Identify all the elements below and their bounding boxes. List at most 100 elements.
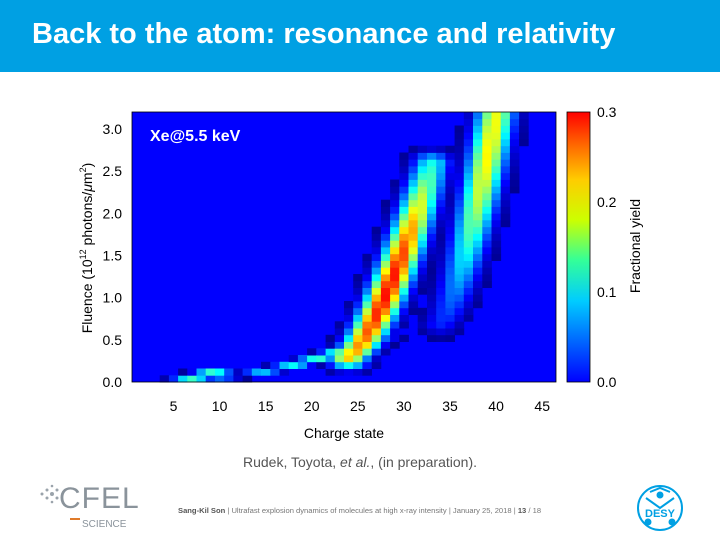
heatmap-cell: [482, 213, 492, 221]
heatmap-cell: [436, 260, 446, 268]
heatmap-cell: [482, 118, 492, 126]
heatmap-cell: [436, 172, 446, 180]
heatmap-cell: [399, 240, 409, 248]
heatmap-cell: [380, 348, 391, 356]
heatmap-cell: [436, 314, 446, 322]
heatmap-cell: [445, 179, 455, 187]
heatmap-cell: [436, 233, 446, 241]
heatmap-cell: [445, 213, 455, 221]
heatmap-cell: [380, 267, 391, 275]
heatmap-cell: [390, 267, 400, 275]
heatmap-cell: [445, 145, 455, 153]
heatmap-cell: [491, 186, 502, 194]
heatmap-cell: [509, 159, 520, 167]
heatmap-cell: [436, 294, 446, 302]
heatmap-cell: [454, 321, 465, 329]
heatmap-cell: [427, 193, 437, 201]
heatmap-cell: [390, 206, 400, 214]
heatmap-cell: [390, 307, 400, 315]
heatmap-cell: [353, 307, 363, 315]
heatmap-cell: [482, 159, 492, 167]
heatmap-cell: [491, 199, 502, 207]
heatmap-cell: [408, 280, 419, 288]
heatmap-cell: [445, 220, 455, 228]
heatmap-cell: [463, 233, 474, 241]
heatmap-cell: [454, 220, 465, 228]
heatmap-cell: [454, 166, 465, 174]
title-bar: Back to the atom: resonance and relativi…: [0, 0, 720, 72]
heatmap-cell: [390, 247, 400, 255]
heatmap-cell: [500, 199, 511, 207]
heatmap-cell: [380, 301, 391, 309]
heatmap-cell: [417, 226, 428, 234]
heatmap-cell: [473, 186, 483, 194]
heatmap-cell: [463, 125, 474, 133]
heatmap-cell: [334, 334, 345, 342]
heatmap-cell: [417, 233, 428, 241]
heatmap-cell: [436, 206, 446, 214]
heatmap-cell: [445, 159, 455, 167]
heatmap-cell: [353, 287, 363, 295]
heatmap-cell: [473, 132, 483, 140]
heatmap-cell: [519, 139, 529, 147]
heatmap-cell: [371, 267, 382, 275]
heatmap-cell: [408, 274, 419, 282]
y-tick-label: 0.0: [103, 374, 123, 390]
heatmap-cell: [427, 267, 437, 275]
cfel-logo: CFEL SCIENCE: [36, 480, 146, 530]
heatmap-cell: [371, 240, 382, 248]
heatmap-cell: [463, 226, 474, 234]
heatmap-cell: [491, 233, 502, 241]
heatmap-cell: [482, 240, 492, 248]
heatmap-cell: [463, 280, 474, 288]
heatmap-cell: [205, 375, 216, 383]
heatmap-cell: [519, 125, 529, 133]
heatmap-cell: [390, 294, 400, 302]
heatmap-cell: [445, 233, 455, 241]
heatmap-cell: [482, 220, 492, 228]
heatmap-cell: [427, 247, 437, 255]
heatmap-cell: [473, 172, 483, 180]
heatmap-cell: [380, 213, 391, 221]
heatmap-cell: [344, 334, 354, 342]
heatmap-cell: [242, 375, 253, 383]
heatmap-cell: [436, 179, 446, 187]
heatmap-cell: [344, 348, 354, 356]
heatmap-cell: [390, 328, 400, 336]
heatmap-cell: [307, 355, 317, 363]
heatmap-cell: [362, 253, 372, 261]
y-label-exponent: 2: [78, 167, 88, 172]
heatmap-cell: [371, 274, 382, 282]
heatmap-cell: [427, 152, 437, 160]
heatmap-cell: [500, 159, 511, 167]
heatmap-cell: [491, 166, 502, 174]
heatmap-cell: [325, 341, 336, 349]
heatmap-cell: [427, 145, 437, 153]
heatmap-cell: [325, 355, 336, 363]
y-label-part: m: [79, 172, 95, 184]
heatmap-cell: [473, 159, 483, 167]
cfel-accent-bar: [70, 518, 80, 520]
heatmap-cell: [408, 220, 419, 228]
heatmap-cell: [436, 226, 446, 234]
x-tick-label: 45: [534, 398, 550, 414]
heatmap-cell: [408, 166, 419, 174]
heatmap-cell: [417, 172, 428, 180]
y-label-part: Fluence (10: [79, 259, 95, 333]
heatmap-cell: [519, 118, 529, 126]
heatmap-cell: [371, 321, 382, 329]
heatmap-cell: [371, 287, 382, 295]
heatmap-cell: [353, 361, 363, 369]
heatmap-cell: [408, 294, 419, 302]
heatmap-cell: [454, 280, 465, 288]
heatmap-cell: [417, 213, 428, 221]
heatmap-cell: [463, 179, 474, 187]
heatmap-cell: [445, 226, 455, 234]
heatmap-cell: [408, 159, 419, 167]
heatmap-cell: [353, 301, 363, 309]
heatmap-cell: [417, 240, 428, 248]
heatmap-cell: [454, 172, 465, 180]
heatmap-cell: [454, 294, 465, 302]
x-tick-label: 30: [396, 398, 412, 414]
heatmap-cell: [445, 280, 455, 288]
